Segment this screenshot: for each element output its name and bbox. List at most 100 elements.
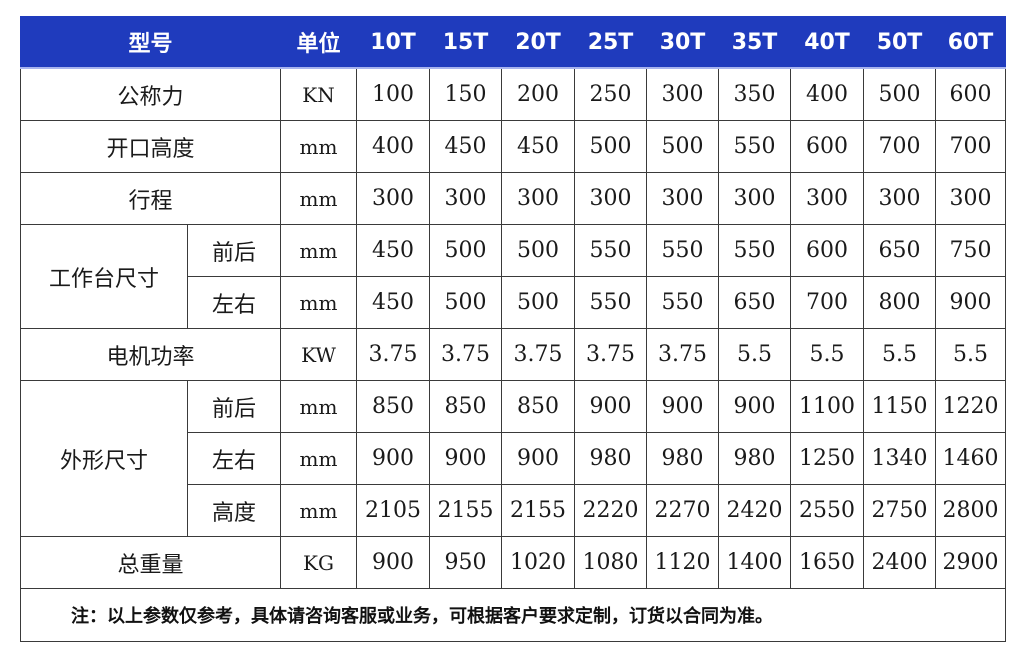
unit-cell: mm [280,380,357,433]
value-cell: 800 [863,276,936,329]
note-row: 注：以上参数仅参考，具体请咨询客服或业务，可根据客户要求定制，订货以合同为准。 [20,588,1006,642]
unit-cell: mm [280,484,357,537]
value-cell: 5.5 [718,328,791,381]
value-cell: 550 [646,224,719,277]
row-label: 总重量 [20,536,281,589]
value-cell: 850 [429,380,502,433]
table-row: 电机功率 KW 3.75 3.75 3.75 3.75 3.75 5.5 5.5… [20,328,1006,381]
value-cell: 300 [429,172,502,225]
value-cell: 500 [429,276,502,329]
value-cell: 650 [863,224,936,277]
row-group-label: 外形尺寸 [20,380,188,537]
value-cell: 300 [501,172,575,225]
header-model: 型号 [20,16,281,69]
value-cell: 650 [718,276,791,329]
value-cell: 3.75 [646,328,719,381]
value-cell: 450 [356,276,430,329]
value-cell: 550 [718,224,791,277]
value-cell: 1100 [790,380,864,433]
value-cell: 1020 [501,536,575,589]
value-cell: 450 [356,224,430,277]
value-cell: 350 [718,67,791,121]
value-cell: 700 [790,276,864,329]
row-label: 行程 [20,172,281,225]
value-cell: 3.75 [501,328,575,381]
value-cell: 500 [863,67,936,121]
value-cell: 900 [356,536,430,589]
value-cell: 2750 [863,484,936,537]
value-cell: 150 [429,67,502,121]
value-cell: 5.5 [790,328,864,381]
value-cell: 1150 [863,380,936,433]
header-model-cell: 60T [935,16,1006,69]
sub-row-label: 前后 [187,380,281,433]
value-cell: 2400 [863,536,936,589]
value-cell: 2270 [646,484,719,537]
value-cell: 250 [574,67,647,121]
value-cell: 850 [356,380,430,433]
header-model-cell: 50T [863,16,936,69]
value-cell: 2105 [356,484,430,537]
value-cell: 850 [501,380,575,433]
table-row: 公称力 KN 100 150 200 250 300 350 400 500 6… [20,67,1006,121]
table-row: 左右 mm 900 900 900 980 980 980 1250 1340 … [21,432,1006,485]
unit-cell: KG [280,536,357,589]
value-cell: 2550 [790,484,864,537]
header-model-cell: 40T [790,16,864,69]
value-cell: 1400 [718,536,791,589]
row-label: 电机功率 [20,328,281,381]
footnote: 注：以上参数仅参考，具体请咨询客服或业务，可根据客户要求定制，订货以合同为准。 [20,588,1006,642]
value-cell: 500 [429,224,502,277]
header-model-cell: 10T [356,16,430,69]
value-cell: 1120 [646,536,719,589]
value-cell: 3.75 [429,328,502,381]
row-label: 开口高度 [20,120,281,173]
value-cell: 900 [935,276,1006,329]
unit-cell: mm [280,432,357,485]
table-row: 总重量 KG 900 950 1020 1080 1120 1400 1650 … [20,536,1006,589]
value-cell: 900 [501,432,575,485]
value-cell: 400 [356,120,430,173]
value-cell: 100 [356,67,430,121]
value-cell: 2220 [574,484,647,537]
value-cell: 980 [646,432,719,485]
value-cell: 2800 [935,484,1006,537]
table-row: 行程 mm 300 300 300 300 300 300 300 300 30… [20,172,1006,225]
value-cell: 900 [646,380,719,433]
unit-cell: mm [280,172,357,225]
value-cell: 600 [935,67,1006,121]
header-row: 型号 单位 10T 15T 20T 25T 30T 35T 40T 50T 60… [20,16,1006,69]
value-cell: 900 [574,380,647,433]
value-cell: 900 [429,432,502,485]
header-unit: 单位 [280,16,357,69]
unit-cell: KN [280,67,357,121]
value-cell: 300 [718,172,791,225]
value-cell: 300 [574,172,647,225]
value-cell: 500 [574,120,647,173]
value-cell: 400 [790,67,864,121]
spec-table-container: 型号 单位 10T 15T 20T 25T 30T 35T 40T 50T 60… [20,16,1006,642]
unit-cell: mm [280,120,357,173]
table-row: 开口高度 mm 400 450 450 500 500 550 600 700 … [20,120,1006,173]
value-cell: 500 [646,120,719,173]
value-cell: 300 [646,67,719,121]
row-group-label: 工作台尺寸 [20,224,188,329]
table-row: 工作台尺寸 前后 mm 450 500 500 550 550 550 600 … [20,224,1006,329]
sub-row-label: 左右 [187,432,281,485]
value-cell: 1080 [574,536,647,589]
value-cell: 300 [863,172,936,225]
value-cell: 1650 [790,536,864,589]
value-cell: 600 [790,120,864,173]
header-model-cell: 30T [646,16,719,69]
header-model-cell: 25T [574,16,647,69]
value-cell: 2155 [501,484,575,537]
table-row: 外形尺寸 前后 mm 850 850 850 900 900 900 1100 … [20,380,1006,537]
value-cell: 450 [501,120,575,173]
spec-table: 型号 单位 10T 15T 20T 25T 30T 35T 40T 50T 60… [20,16,1006,642]
value-cell: 550 [574,276,647,329]
value-cell: 550 [718,120,791,173]
table-row: 高度 mm 2105 2155 2155 2220 2270 2420 2550… [21,484,1006,537]
row-label: 公称力 [20,67,281,121]
value-cell: 600 [790,224,864,277]
value-cell: 980 [574,432,647,485]
